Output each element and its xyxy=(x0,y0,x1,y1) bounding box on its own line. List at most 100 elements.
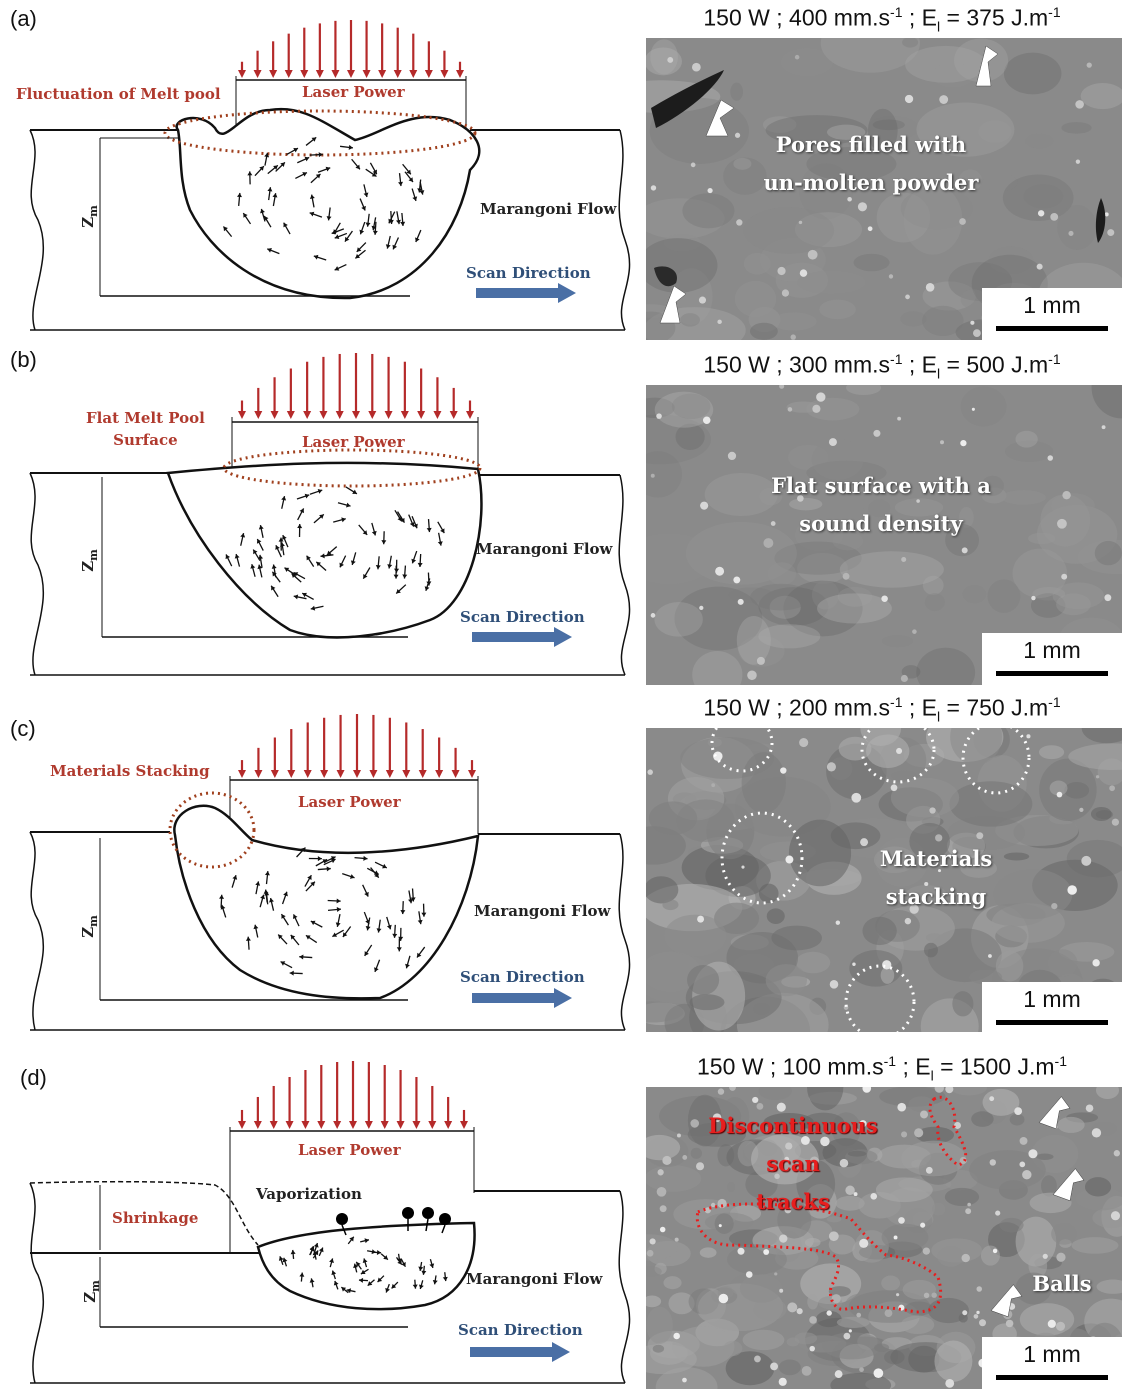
laser-arrow-head xyxy=(347,70,355,78)
flow-arrow-head xyxy=(271,585,276,591)
laser-arrow-head xyxy=(317,1121,326,1129)
flow-arrow-head xyxy=(247,171,253,176)
flow-arrow-head xyxy=(356,247,362,252)
flow-arrow-head xyxy=(361,205,366,211)
flow-arrow-head xyxy=(334,266,340,271)
flow-arrow-head xyxy=(437,541,443,546)
laser-arrow-head xyxy=(335,411,344,419)
flow-arrow-head xyxy=(412,1284,418,1289)
flow-arrow-head xyxy=(299,1272,305,1277)
depth-label: Zm xyxy=(80,1280,102,1303)
flow-arrow-head xyxy=(325,166,331,172)
flow-arrow-head xyxy=(336,898,341,904)
laser-arrow-head xyxy=(460,1121,468,1129)
flow-arrow-head xyxy=(281,496,287,501)
flow-arrow-head xyxy=(234,554,240,559)
flow-arrow-head xyxy=(326,550,332,556)
flow-arrow-head xyxy=(387,564,393,569)
panel-label: (b) xyxy=(10,347,37,372)
depth-label: Zm xyxy=(78,205,100,228)
flow-arrow-head xyxy=(310,605,316,611)
flow-arrow-head xyxy=(257,564,263,570)
laser-arrow-head xyxy=(238,770,246,778)
flow-arrow-head xyxy=(393,574,399,579)
flow-arrow-head xyxy=(309,194,315,199)
flow-arrow-head xyxy=(240,533,246,538)
scan-direction-label: Scan Direction xyxy=(458,1321,583,1339)
flow-arrow-head xyxy=(283,891,288,897)
flow-arrow-head xyxy=(259,166,264,171)
scan-direction-arrow xyxy=(472,988,572,1008)
flow-arrow-head xyxy=(299,954,304,960)
flow-arrow-head xyxy=(236,192,242,198)
sem-annotation: Flat surface with a sound density xyxy=(771,473,991,536)
flow-arrow-head xyxy=(348,144,353,150)
laser-arrow-head xyxy=(412,1121,421,1129)
laser-arrow-head xyxy=(385,770,394,778)
flow-arrow-head xyxy=(264,152,270,158)
panel-label: (a) xyxy=(10,6,37,31)
flow-arrow-head xyxy=(299,508,305,514)
laser-arrow-head xyxy=(384,411,393,419)
sem-annotation: Discontinuous scan tracks xyxy=(708,1113,878,1214)
flow-arrow-head xyxy=(360,1269,366,1275)
scale-bar: 1 mm xyxy=(982,633,1122,685)
flow-arrow-head xyxy=(258,554,264,560)
flow-arrow-head xyxy=(405,963,410,969)
flow-arrow-head xyxy=(359,229,365,235)
flow-arrow-head xyxy=(293,594,299,600)
flow-arrow-head xyxy=(250,564,256,569)
flow-arrow-head xyxy=(349,1236,354,1242)
laser-arrow-head xyxy=(319,411,328,419)
flow-arrow-head xyxy=(395,219,401,225)
flow-arrow-head xyxy=(346,1288,352,1294)
flow-arrow-head xyxy=(429,1263,435,1268)
flow-arrow-head xyxy=(272,193,278,198)
flow-arrow-head xyxy=(310,881,315,887)
flow-arrow-head xyxy=(282,1257,288,1263)
flow-arrow-head xyxy=(418,1266,424,1271)
flow-arrow-head xyxy=(278,537,284,542)
marangoni-flow-label: Marangoni Flow xyxy=(476,540,613,558)
flow-arrow-head xyxy=(400,221,406,226)
laser-arrow-head xyxy=(456,70,464,78)
laser-arrow-head xyxy=(449,411,458,419)
sem-image-a: Pores filled with un-molten powder 1 mm xyxy=(646,38,1122,340)
laser-arrow-head xyxy=(336,770,345,778)
flow-arrow-head xyxy=(398,181,404,187)
laser-arrow-head xyxy=(254,411,263,419)
laser-arrow-head xyxy=(238,1121,246,1129)
laser-arrow-head xyxy=(418,770,427,778)
laser-arrow-head xyxy=(269,70,278,78)
flow-arrow-head xyxy=(307,875,312,880)
flow-arrow-head xyxy=(358,1277,364,1283)
flow-arrow-head xyxy=(392,244,398,250)
scale-bar-label: 1 mm xyxy=(1023,986,1081,1012)
flow-arrow-head xyxy=(283,222,288,228)
flat-melt-pool-label: Flat Melt Pool Surface xyxy=(86,409,205,449)
laser-arrow-head xyxy=(320,770,329,778)
flow-arrow-head xyxy=(375,565,381,570)
flow-arrow-head xyxy=(402,574,408,579)
flow-arrow-head xyxy=(336,907,341,912)
flow-arrow-head xyxy=(397,516,402,522)
flow-arrow-head xyxy=(243,213,248,218)
flow-arrow-head xyxy=(432,1279,438,1285)
flow-arrow-head xyxy=(318,152,323,158)
flow-arrow-head xyxy=(311,137,317,142)
flow-arrow-head xyxy=(364,1238,369,1244)
flow-arrow-head xyxy=(316,561,321,567)
flow-arrow-head xyxy=(326,216,332,221)
flow-arrow-head xyxy=(322,859,328,864)
flow-arrow-head xyxy=(372,230,378,235)
flow-arrow-head xyxy=(376,928,382,933)
laser-arrow-head xyxy=(402,770,411,778)
flow-arrow-head xyxy=(331,1270,337,1276)
laser-arrow-head xyxy=(287,770,296,778)
laser-arrow-head xyxy=(253,70,262,78)
laser-arrow-head xyxy=(444,1121,453,1129)
schematic-a xyxy=(29,20,631,331)
flow-arrow-head xyxy=(300,847,306,853)
flow-arrow-head xyxy=(418,1284,424,1289)
laser-arrow-head xyxy=(331,70,340,78)
